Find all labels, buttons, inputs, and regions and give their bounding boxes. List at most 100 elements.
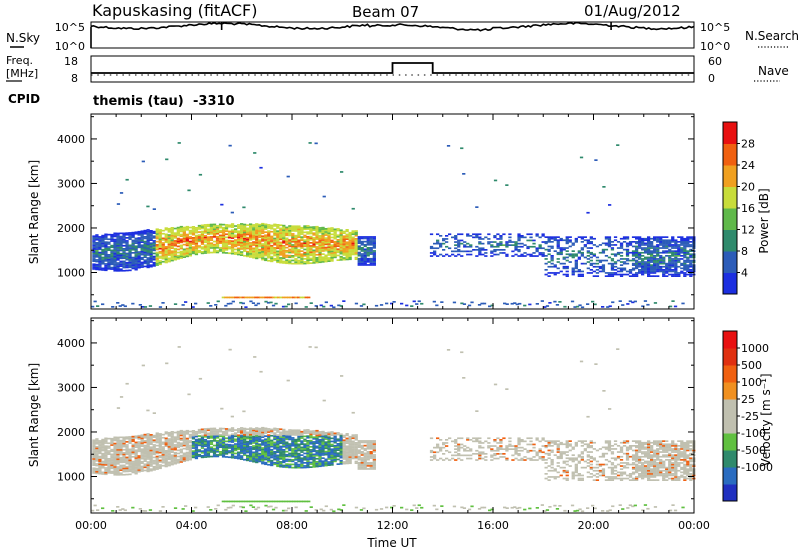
- velocity-cell: [128, 461, 132, 463]
- velocity-cell: [131, 452, 135, 455]
- power-cell: [203, 228, 208, 231]
- power-cell: [161, 243, 165, 246]
- velocity-cell: [107, 442, 111, 445]
- velocity-cell: [101, 441, 105, 444]
- velocity-cell: [252, 429, 256, 432]
- power-cell: [255, 229, 259, 232]
- power-cell: [345, 233, 349, 236]
- power-cell: [276, 241, 280, 243]
- power-cell: [336, 251, 340, 254]
- power-cell: [270, 252, 274, 255]
- velocity-cell: [155, 444, 159, 447]
- velocity-cell: [279, 442, 283, 445]
- velocity-cell: [303, 443, 307, 445]
- power-cell: [191, 232, 196, 234]
- power-cell: [677, 251, 681, 254]
- power-cell: [246, 232, 250, 234]
- power-cell: [149, 251, 153, 254]
- velocity-cell: [267, 443, 271, 446]
- velocity-cell: [173, 458, 177, 460]
- power-cell: [203, 241, 208, 243]
- power-cell: [140, 235, 144, 237]
- power-cell: [360, 240, 364, 243]
- power-cell: [369, 250, 373, 252]
- velocity-cell: [221, 455, 226, 458]
- power-cell: [297, 239, 301, 242]
- power-cell: [243, 223, 247, 226]
- power-cell: [173, 247, 177, 250]
- velocity-cell: [258, 440, 262, 442]
- velocity-cell: [98, 469, 102, 472]
- velocity-cell: [514, 448, 518, 450]
- power-cell: [254, 296, 258, 299]
- velocity-cell: [327, 436, 331, 438]
- power-cell: [535, 233, 539, 236]
- power-cell: [92, 263, 96, 266]
- power-cell: [234, 243, 238, 246]
- velocity-cell: [212, 452, 217, 455]
- power-cell: [291, 237, 295, 240]
- power-cell: [493, 250, 497, 253]
- velocity-cell: [206, 448, 211, 450]
- velocity-cell: [282, 461, 286, 464]
- power-cell: [616, 251, 621, 254]
- power-cell: [279, 241, 283, 244]
- power-cell: [454, 241, 458, 243]
- power-cell: [167, 248, 171, 250]
- power-cell: [273, 228, 277, 230]
- velocity-cell: [493, 453, 497, 455]
- velocity-cell: [327, 448, 331, 451]
- velocity-cell: [110, 459, 114, 462]
- power-cell: [647, 269, 651, 271]
- power-cell: [261, 252, 265, 255]
- velocity-cell: [351, 437, 355, 440]
- power-cell: [683, 275, 687, 277]
- power-cell: [625, 248, 630, 251]
- power-cell: [98, 247, 102, 249]
- power-cell: [462, 303, 467, 305]
- power-cell: [128, 250, 132, 253]
- power-cell: [674, 270, 678, 273]
- power-cell: [339, 249, 343, 252]
- power-cell: [577, 256, 581, 259]
- power-cell: [138, 304, 142, 306]
- power-cell: [318, 256, 322, 259]
- power-cell: [212, 231, 217, 234]
- velocity-cell: [125, 456, 129, 459]
- velocity-cell: [255, 433, 259, 436]
- velocity-cell: [212, 427, 217, 430]
- velocity-cell: [246, 443, 250, 446]
- power-cell: [137, 241, 141, 244]
- velocity-cell: [218, 452, 223, 455]
- power-cell: [680, 244, 684, 246]
- velocity-cell: [243, 440, 247, 442]
- power-cell: [152, 208, 156, 210]
- velocity-cell: [336, 432, 340, 434]
- velocity-cell: [297, 463, 301, 466]
- power-cell: [647, 250, 651, 252]
- power-cell: [137, 252, 141, 255]
- power-cell: [559, 253, 563, 256]
- power-cell: [321, 239, 325, 241]
- power-cell: [475, 233, 479, 236]
- velocity-cell: [230, 441, 235, 443]
- power-cell: [650, 251, 654, 254]
- freq-series: [91, 62, 694, 74]
- velocity-cell: [224, 429, 229, 432]
- power-cell: [562, 258, 566, 260]
- velocity-cell: [167, 435, 171, 437]
- power-cell: [680, 241, 684, 243]
- velocity-cell: [351, 456, 355, 458]
- power-cell: [224, 230, 229, 232]
- velocity-cell: [113, 470, 117, 473]
- velocity-cell: [227, 443, 232, 446]
- power-cell: [98, 242, 102, 244]
- velocity-cell: [499, 445, 503, 447]
- velocity-cell: [243, 451, 247, 453]
- power-cell: [575, 305, 580, 308]
- power-cell: [420, 302, 424, 305]
- power-cell: [110, 262, 114, 264]
- power-cell: [252, 244, 256, 246]
- power-cell: [668, 251, 672, 254]
- power-cell: [363, 243, 367, 246]
